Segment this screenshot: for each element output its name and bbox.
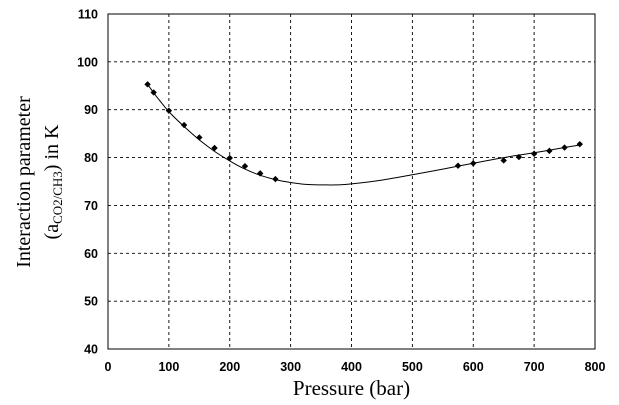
y-axis-label-line2: (aCO2/CH3) in K [41, 124, 65, 239]
data-point [226, 154, 233, 162]
x-tick-label: 400 [341, 360, 362, 374]
grid-lines [108, 14, 595, 349]
y-tick-label: 60 [84, 247, 98, 261]
data-point [530, 150, 538, 157]
x-tick-label: 600 [463, 360, 484, 374]
x-axis-label: Pressure (bar) [293, 376, 410, 400]
data-point [211, 144, 218, 152]
fit-curve [147, 84, 580, 186]
y-tick-label: 80 [84, 151, 98, 165]
data-point [576, 140, 583, 148]
x-tick-label: 0 [105, 360, 112, 374]
data-point [272, 175, 279, 183]
tick-labels: 0 100 200 300 400 500 600 700 800 40 50 60 70 80 90 100… [77, 8, 605, 375]
x-tick-label: 300 [280, 360, 301, 374]
y-axis-label-subscript: CO2/CH3 [50, 171, 65, 224]
data-point [500, 157, 507, 164]
data-point [150, 89, 157, 96]
y-tick-label: 90 [84, 103, 98, 117]
plot-frame [107, 13, 596, 350]
data-points [144, 81, 583, 183]
y-tick-label: 70 [84, 199, 98, 213]
y-axis-label-line1: Interaction parameter [13, 96, 35, 268]
data-point [515, 153, 523, 161]
y-tick-label: 100 [77, 55, 98, 69]
x-tick-label: 500 [402, 360, 423, 374]
data-point [165, 107, 173, 114]
data-point [144, 81, 151, 88]
data-point [454, 162, 462, 169]
y-tick-label: 110 [78, 8, 98, 22]
x-tick-label: 800 [585, 360, 606, 374]
data-point [561, 144, 568, 151]
y-axis-label-close: ) in K [41, 124, 63, 171]
data-point [180, 121, 188, 129]
x-tick-label: 700 [524, 360, 545, 374]
data-point [546, 147, 553, 155]
data-point [470, 160, 477, 167]
y-axis-label-open: (a [41, 224, 63, 240]
data-point [196, 134, 203, 141]
y-tick-label: 40 [84, 343, 98, 357]
data-point [241, 162, 249, 170]
data-point [256, 170, 264, 177]
y-tick-label: 50 [84, 295, 98, 309]
x-tick-label: 200 [219, 360, 240, 374]
y-axis-label: Interaction parameter (aCO2/CH3) in K [13, 96, 65, 268]
x-tick-label: 100 [158, 360, 179, 374]
